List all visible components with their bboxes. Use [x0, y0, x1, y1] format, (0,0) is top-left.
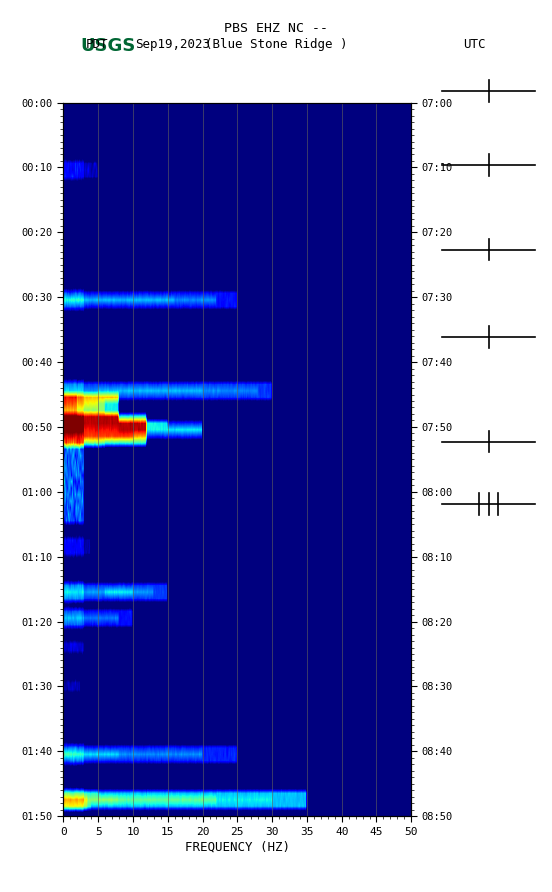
Polygon shape [12, 16, 65, 54]
Text: USGS: USGS [80, 37, 135, 55]
Text: Sep19,2023: Sep19,2023 [135, 38, 210, 52]
X-axis label: FREQUENCY (HZ): FREQUENCY (HZ) [185, 841, 290, 854]
Text: UTC: UTC [464, 38, 486, 52]
Text: PDT: PDT [86, 38, 108, 52]
Text: PBS EHZ NC --: PBS EHZ NC -- [224, 22, 328, 36]
Text: (Blue Stone Ridge ): (Blue Stone Ridge ) [205, 38, 347, 52]
